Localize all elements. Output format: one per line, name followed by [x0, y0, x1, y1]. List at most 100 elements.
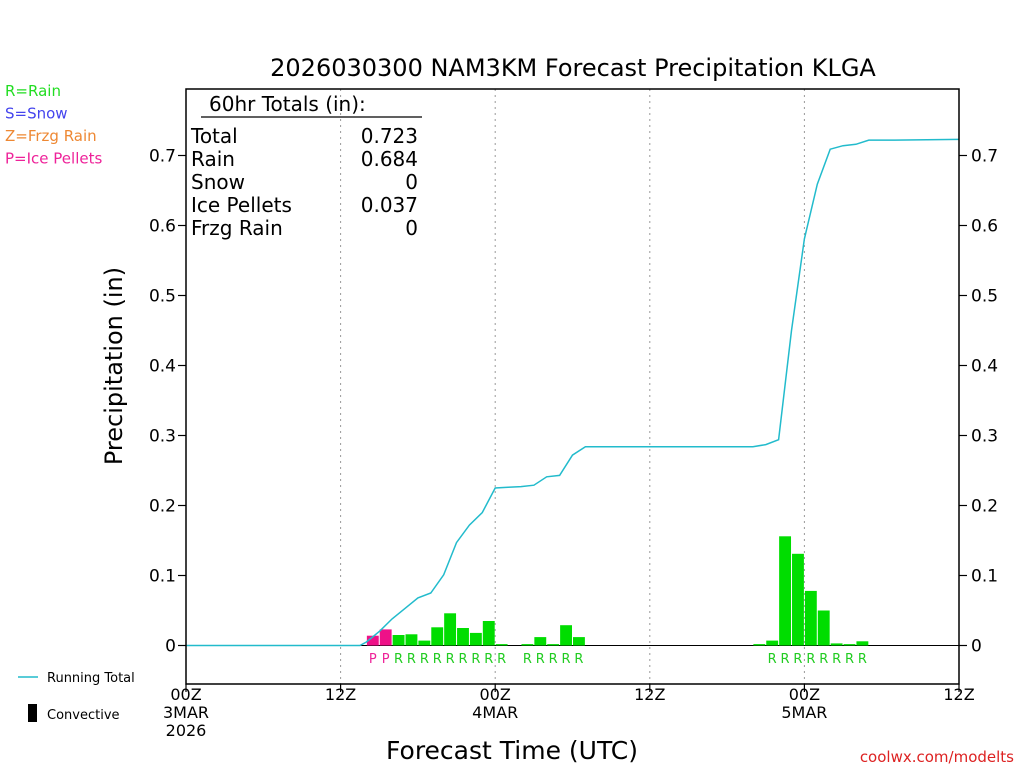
- x-tick-label: 2026: [166, 721, 207, 740]
- legend-type-entry: P=Ice Pellets: [5, 150, 102, 168]
- precip-bar: [444, 613, 457, 646]
- precip-bar: [482, 621, 495, 646]
- precip-type-label: R: [536, 652, 545, 667]
- precip-bar: [534, 637, 547, 646]
- x-tick-label: 3MAR: [163, 703, 209, 722]
- x-tick-label: 12Z: [943, 685, 974, 704]
- convective-legend-label: Convective: [47, 708, 120, 723]
- totals-box: 60hr Totals (in): Total 0.723 Rain 0.684 Sno…: [190, 92, 422, 240]
- precip-bar: [457, 628, 469, 646]
- x-tick-label: 00Z: [480, 685, 511, 704]
- convective-swatch: [28, 704, 37, 722]
- precip-type-label: R: [471, 652, 480, 667]
- precip-type-label: R: [407, 652, 416, 667]
- precip-type-legend: R=Rain S=Snow Z=Frzg Rain P=Ice Pellets: [5, 82, 102, 168]
- precip-type-label: R: [420, 652, 429, 667]
- precip-type-label: R: [806, 652, 815, 667]
- precip-bar: [830, 643, 843, 646]
- precip-type-label: R: [858, 652, 867, 667]
- precip-bar: [392, 635, 405, 646]
- precip-bar: [469, 632, 482, 646]
- precip-bar: [379, 629, 392, 646]
- precip-bar: [573, 637, 585, 646]
- precip-type-label: R: [819, 652, 828, 667]
- legend-convective: Convective: [28, 704, 120, 723]
- legend-type-entry: Z=Frzg Rain: [5, 127, 97, 145]
- totals-row-value: 0: [405, 170, 418, 194]
- plot-frame: [185, 88, 960, 685]
- y-tick-label-right: 0.6: [971, 217, 998, 237]
- y-tick-label-left: 0.7: [149, 147, 176, 167]
- chart-title: 2026030300 NAM3KM Forecast Precipitation…: [270, 54, 876, 82]
- precip-bar: [804, 590, 817, 646]
- totals-row-value: 0.037: [361, 193, 418, 217]
- running-total-line: [186, 138, 960, 647]
- precip-type-label: R: [394, 652, 403, 667]
- y-tick-label-left: 0: [165, 637, 176, 657]
- precip-type-label: P: [369, 652, 377, 667]
- y-tick-label-left: 0.3: [149, 427, 176, 447]
- y-tick-label-right: 0.5: [971, 287, 998, 307]
- totals-rows: Total 0.723 Rain 0.684 Snow 0 Ice Pellets 0.037…: [190, 124, 418, 240]
- precip-type-label: R: [574, 652, 583, 667]
- y-tick-label-left: 0.5: [149, 287, 176, 307]
- totals-row-value: 0.684: [361, 147, 418, 171]
- y-tick-label-right: 0.4: [971, 357, 998, 377]
- hourly-precip-bars: [366, 536, 869, 646]
- precip-bar: [792, 553, 804, 646]
- precip-type-label: R: [446, 652, 455, 667]
- y-tick-label-left: 0.4: [149, 357, 176, 377]
- y-axis-label: Precipitation (in): [100, 267, 128, 465]
- precip-type-label: R: [523, 652, 532, 667]
- y-tick-label-left: 0.1: [149, 567, 176, 587]
- totals-header: 60hr Totals (in):: [209, 92, 366, 116]
- precip-type-label: R: [484, 652, 493, 667]
- y-tick-label-right: 0.3: [971, 427, 998, 447]
- x-tick-label: 5MAR: [781, 703, 827, 722]
- x-axis-label: Forecast Time (UTC): [386, 736, 638, 765]
- precip-bar: [366, 635, 379, 646]
- precip-type-label: R: [781, 652, 790, 667]
- y-tick-label-left: 0.6: [149, 217, 176, 237]
- legend-type-entry: R=Rain: [5, 82, 61, 100]
- precip-bar: [856, 641, 869, 646]
- x-tick-label: 00Z: [170, 685, 201, 704]
- y-tick-label-right: 0.1: [971, 567, 998, 587]
- precip-bar: [521, 644, 534, 646]
- precip-type-label: R: [458, 652, 467, 667]
- x-tick-label: 4MAR: [472, 703, 518, 722]
- x-tick-label: 12Z: [634, 685, 665, 704]
- running-total-legend-label: Running Total: [47, 671, 135, 686]
- precip-bar: [779, 536, 792, 646]
- totals-row-label: Ice Pellets: [191, 193, 292, 217]
- y-tick-label-left: 0.2: [149, 497, 176, 517]
- y-tick-label-right: 0.2: [971, 497, 998, 517]
- totals-row-value: 0: [405, 216, 418, 240]
- totals-row-label: Total: [190, 124, 238, 148]
- precip-type-label: R: [433, 652, 442, 667]
- x-tick-label: 00Z: [789, 685, 820, 704]
- totals-row-label: Snow: [191, 170, 245, 194]
- precip-bar: [766, 640, 779, 646]
- legend-running-total: Running Total: [18, 671, 135, 686]
- totals-row-value: 0.723: [361, 124, 418, 148]
- precip-bar: [431, 627, 444, 646]
- totals-row-label: Frzg Rain: [191, 216, 283, 240]
- y-axis-ticks: 0 0 0.1 0.1 0.2 0.2 0.3 0.3 0.4 0.4 0.5 0.5 0.6 0.6 0.…: [149, 147, 998, 657]
- precip-type-label: R: [793, 652, 802, 667]
- precip-bar: [418, 640, 431, 646]
- precip-type-label: R: [549, 652, 558, 667]
- precip-bar: [560, 625, 572, 646]
- precip-bar: [817, 610, 830, 646]
- precip-type-label: R: [562, 652, 571, 667]
- precip-type-label: R: [768, 652, 777, 667]
- precip-type-label: P: [382, 652, 390, 667]
- precip-type-label: R: [497, 652, 506, 667]
- watermark: coolwx.com/modelts: [860, 748, 1014, 766]
- precip-bar: [753, 644, 766, 646]
- totals-row-label: Rain: [191, 147, 235, 171]
- x-tick-label: 12Z: [325, 685, 356, 704]
